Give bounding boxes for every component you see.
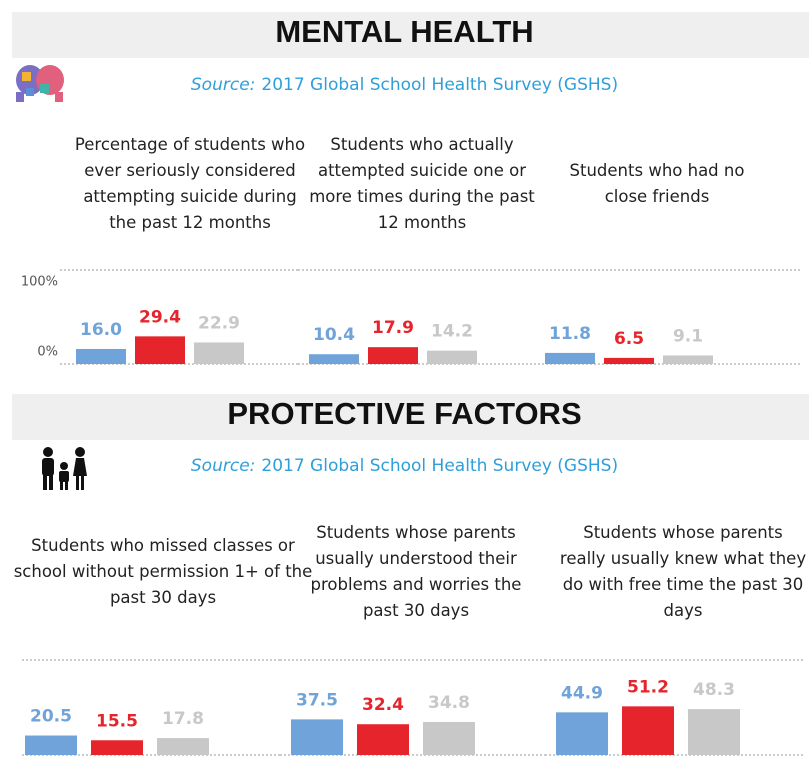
source-label: Source: — [190, 456, 256, 476]
value-label: 48.3 — [693, 680, 735, 700]
value-label: 9.1 — [673, 326, 703, 346]
value-label: 29.4 — [139, 307, 181, 327]
value-label: 17.9 — [372, 318, 414, 338]
header-band — [12, 12, 809, 58]
section-title: MENTAL HEALTH — [275, 14, 534, 49]
value-label: 20.5 — [30, 707, 72, 727]
bar — [545, 352, 595, 364]
value-label: 10.4 — [313, 325, 355, 345]
source: Source: 2017 Global School Health Survey … — [0, 456, 809, 476]
bar — [91, 740, 143, 755]
chart-title: Students whose parents really usually kn… — [559, 523, 807, 620]
bar — [604, 357, 654, 364]
chart-title: Students who missed classes or school wi… — [13, 536, 313, 607]
value-label: 22.9 — [198, 313, 240, 333]
source-text: 2017 Global School Health Survey (GSHS) — [261, 456, 619, 476]
chart-title: Students who had no close friends — [569, 161, 745, 206]
bar — [357, 724, 409, 755]
value-label: 15.5 — [96, 711, 138, 731]
value-label: 6.5 — [614, 329, 644, 349]
chart-title: Students who actually attempted suicide … — [309, 135, 535, 232]
bar — [688, 709, 740, 755]
source-text: 2017 Global School Health Survey (GSHS) — [261, 75, 619, 95]
bar — [194, 342, 244, 364]
bar — [309, 354, 359, 364]
value-label: 11.8 — [549, 324, 591, 344]
bar — [76, 348, 126, 364]
bar — [25, 735, 77, 755]
bar — [368, 347, 418, 364]
value-label: 34.8 — [428, 693, 470, 713]
y-tick-label: 0% — [37, 345, 58, 360]
chart-title: Students whose parents usually understoo… — [310, 523, 522, 620]
source-label: Source: — [190, 75, 256, 95]
chart-title: Percentage of students who ever seriousl… — [74, 135, 306, 232]
family-icon — [42, 447, 87, 490]
bar — [556, 712, 608, 755]
value-label: 14.2 — [431, 322, 473, 342]
value-label: 51.2 — [627, 677, 669, 697]
bar — [622, 706, 674, 755]
source: Source: 2017 Global School Health Survey … — [0, 75, 809, 95]
section-title: PROTECTIVE FACTORS — [227, 396, 582, 431]
bar — [157, 738, 209, 755]
value-label: 32.4 — [362, 695, 404, 715]
value-label: 17.8 — [162, 709, 204, 729]
header-band — [12, 394, 809, 440]
bar — [423, 721, 475, 755]
value-label: 16.0 — [80, 320, 122, 340]
bar — [663, 355, 713, 364]
brain-icon — [16, 65, 64, 102]
y-tick-label: 100% — [21, 275, 58, 290]
bar — [135, 336, 185, 364]
bar — [291, 719, 343, 755]
value-label: 44.9 — [561, 683, 603, 703]
bar — [427, 350, 477, 364]
value-label: 37.5 — [296, 690, 338, 710]
